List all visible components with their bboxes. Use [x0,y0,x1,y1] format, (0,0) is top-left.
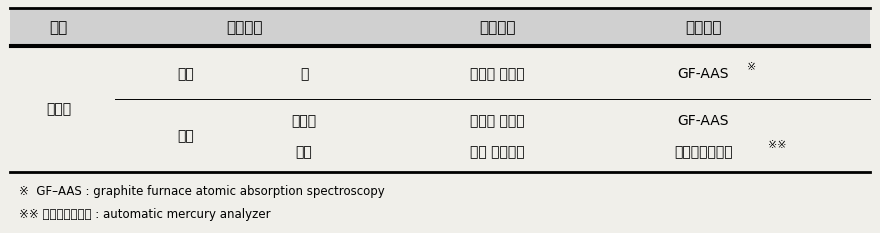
Text: 요중: 요중 [177,130,194,144]
Text: 표준물 첨가법: 표준물 첨가법 [470,114,524,128]
Text: 낙: 낙 [300,67,308,81]
Text: 중금속: 중금속 [46,103,71,116]
Text: 혜중: 혜중 [177,67,194,81]
Text: ※: ※ [747,62,756,72]
Text: 표준물 첨가법: 표준물 첨가법 [470,67,524,81]
Text: ※※: ※※ [768,140,787,150]
Text: 분석방법: 분석방법 [479,20,516,35]
Text: 분석장비: 분석장비 [685,20,722,35]
Text: GF-AAS: GF-AAS [678,114,729,128]
Text: 자동수은분석기: 자동수은분석기 [674,145,732,159]
Text: 골드 아말감법: 골드 아말감법 [470,145,524,159]
Text: 구분: 구분 [49,20,68,35]
Text: 카드문: 카드문 [291,114,317,128]
FancyBboxPatch shape [11,8,869,48]
Text: 분석항목: 분석항목 [226,20,263,35]
Text: ※※ 자동수은분석기 : automatic mercury analyzer: ※※ 자동수은분석기 : automatic mercury analyzer [19,208,270,221]
Text: 수은: 수은 [296,145,312,159]
Text: GF-AAS: GF-AAS [678,67,729,81]
Text: ※  GF–AAS : graphite furnace atomic absorption spectroscopy: ※ GF–AAS : graphite furnace atomic absor… [19,185,385,198]
